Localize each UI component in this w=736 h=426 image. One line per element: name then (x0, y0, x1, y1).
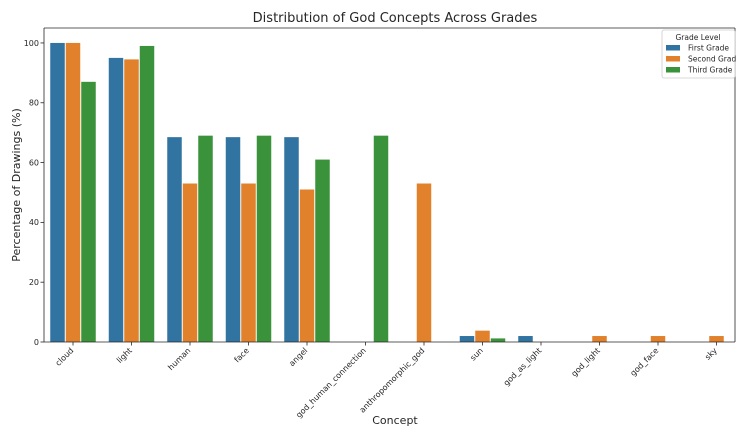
bar-angel-second-grade (299, 189, 315, 342)
x-tick-label-angel: angel (287, 346, 309, 368)
legend-label: Third Grade (687, 66, 733, 75)
legend-swatch (666, 56, 680, 62)
y-tick-label: 60 (29, 158, 39, 167)
bar-human-first-grade (167, 137, 182, 342)
legend-title: Grade Level (675, 33, 720, 42)
x-tick-label-god_face: god_face (629, 346, 661, 378)
x-tick-label-cloud: cloud (54, 346, 76, 368)
legend-box (661, 29, 736, 79)
x-tick-label-sky: sky (703, 346, 719, 362)
chart-title: Distribution of God Concepts Across Grad… (253, 11, 538, 26)
legend: Grade Level First Grade Second Grad Third G… (661, 29, 736, 79)
y-tick-label: 20 (29, 278, 39, 287)
bar-face-first-grade (225, 137, 241, 342)
legend-label: First Grade (688, 44, 729, 53)
x-tick-label-human: human (166, 346, 192, 372)
bar-god_as_light-first-grade (518, 336, 533, 342)
bar-angel-third-grade (315, 159, 330, 342)
y-tick-label: 0 (34, 338, 39, 347)
y-tick-label: 40 (29, 218, 39, 227)
bars-group (50, 42, 724, 343)
y-tick-label: 100 (24, 39, 39, 48)
bar-face-third-grade (256, 135, 272, 342)
bar-sun-third-grade (490, 338, 506, 342)
bar-god_face-second-grade (650, 336, 666, 342)
x-tick-label-anthropomorphic_god: anthropomorphic_god (358, 346, 427, 415)
y-axis-label: Percentage of Drawings (%) (10, 108, 23, 261)
bar-god_light-second-grade (592, 336, 607, 342)
x-tick-label-light: light (115, 346, 134, 365)
bar-sun-second-grade (475, 330, 490, 342)
x-tick-label-sun: sun (468, 346, 484, 362)
bar-cloud-third-grade (81, 81, 96, 342)
bar-cloud-first-grade (50, 42, 65, 342)
legend-label: Second Grad (688, 55, 736, 64)
bar-anthropomorphic_god-second-grade (416, 183, 432, 342)
bar-angel-first-grade (284, 137, 299, 342)
bar-cloud-second-grade (65, 42, 81, 342)
bar-light-second-grade (124, 59, 139, 343)
legend-swatch (666, 67, 680, 73)
bar-human-third-grade (198, 135, 213, 342)
bar-god_human_connection-third-grade (373, 135, 389, 342)
bar-light-first-grade (108, 57, 124, 343)
x-tick-label-god_as_light: god_as_light (502, 346, 544, 388)
bar-face-second-grade (241, 183, 256, 342)
bar-human-second-grade (182, 183, 198, 342)
bar-light-third-grade (139, 45, 155, 342)
legend-swatch (666, 45, 680, 51)
bar-sun-first-grade (459, 336, 475, 342)
x-tick-label-god_light: god_light (570, 346, 602, 378)
bar-sky-second-grade (709, 336, 724, 342)
y-tick-label: 80 (29, 99, 39, 108)
x-tick-label-face: face (232, 346, 250, 364)
x-axis-label: Concept (372, 414, 418, 426)
